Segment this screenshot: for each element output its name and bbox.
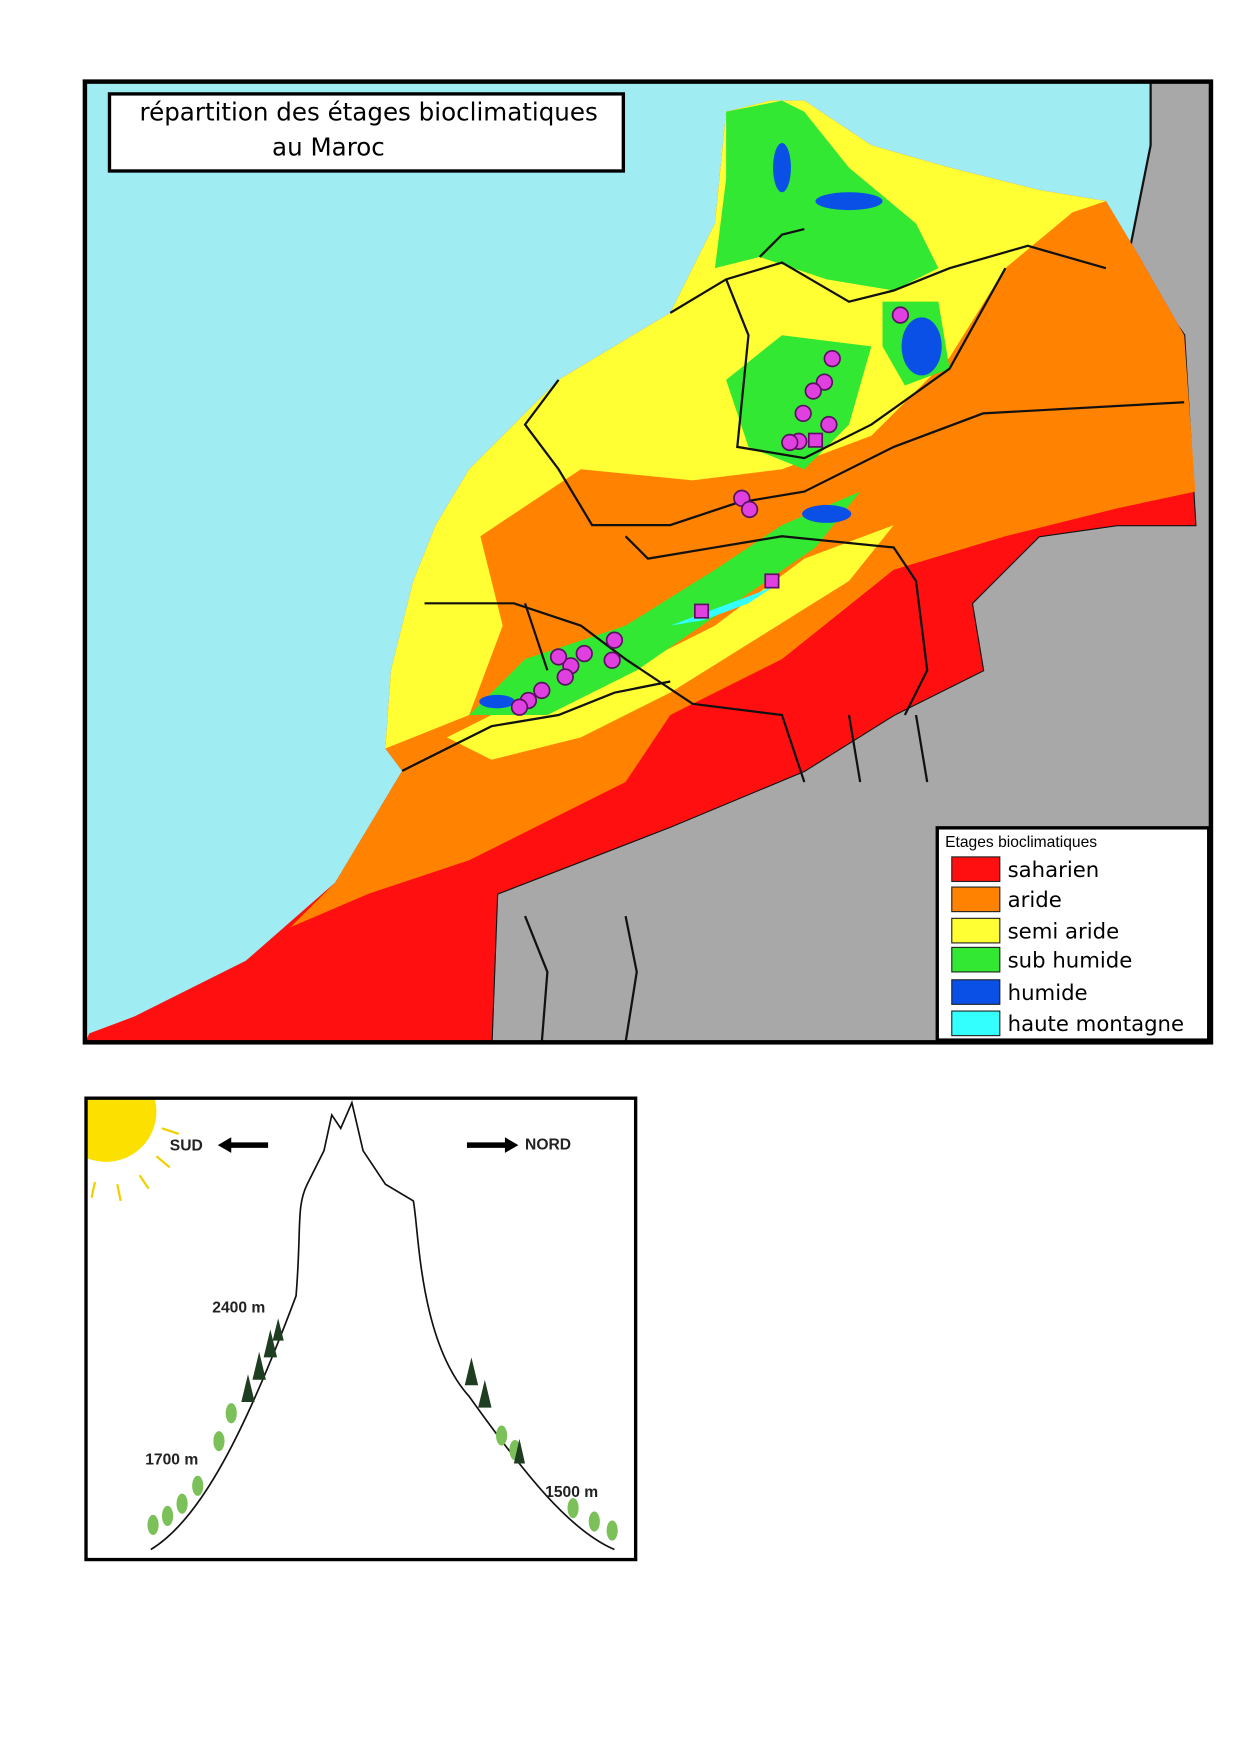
site-marker [794, 404, 812, 423]
site-marker [740, 500, 759, 519]
altitude-label: 2400 m [212, 1300, 265, 1317]
humid-patches [479, 143, 942, 709]
site-marker [510, 698, 529, 716]
site-marker [533, 681, 551, 700]
legend-swatch [951, 1010, 1001, 1037]
zone-humide [815, 192, 883, 211]
legend-swatch [951, 917, 1001, 944]
legend-swatch [951, 946, 1001, 973]
site-marker [549, 648, 568, 666]
trees [147, 1403, 618, 1541]
map-frame [82, 79, 1214, 1045]
legend-swatch [951, 856, 1001, 883]
legend-label: aride [1008, 888, 1062, 913]
map-title: répartition des étages bioclimatiques [140, 98, 598, 127]
map-title: au Maroc [272, 132, 385, 161]
site-marker [807, 432, 824, 448]
site-marker [575, 644, 593, 663]
zone-humide [901, 317, 942, 376]
zone-humide [802, 505, 852, 523]
altitude-label: 1500 m [545, 1484, 598, 1501]
legend-label: haute montagne [1008, 1012, 1184, 1037]
map-figure: répartition des étages bioclimatiques au… [82, 79, 1214, 1045]
site-marker [603, 651, 621, 669]
site-marker [605, 631, 624, 649]
legend-label: saharien [1008, 858, 1100, 883]
zone-sub-humide [726, 301, 950, 470]
site-marker [764, 573, 780, 589]
borders [401, 227, 1185, 1043]
site-markers [510, 306, 910, 716]
site-marker [891, 306, 910, 324]
site-marker [823, 349, 841, 368]
diagram-frame [84, 1096, 638, 1562]
site-marker [556, 668, 574, 686]
zone-humide [479, 694, 515, 709]
legend: saharien aride semi aride sub humide humide h… [951, 856, 1184, 1037]
site-marker [694, 603, 710, 619]
site-marker [815, 373, 834, 391]
title-box [107, 92, 626, 173]
legend-label: humide [1008, 981, 1088, 1006]
altitude-label: 1700 m [145, 1452, 198, 1469]
legend-label: semi aride [1008, 919, 1120, 944]
zone-humide [773, 143, 791, 193]
altitude-diagram: SUD NORD 2400 m 1700 m 1500 m [84, 1096, 638, 1562]
sun [87, 1099, 157, 1162]
mountain [150, 1099, 615, 1551]
legend-label: sub humide [1008, 948, 1133, 973]
conifers [241, 1318, 526, 1464]
legend-swatch [951, 979, 1001, 1005]
site-marker [804, 382, 822, 400]
legend-swatch [951, 886, 1001, 913]
site-marker [781, 433, 799, 452]
legend-title: Etages bioclimatiques [945, 834, 1097, 851]
south-label: SUD [170, 1138, 203, 1155]
sun-rays [90, 1127, 180, 1202]
site-marker [820, 415, 838, 434]
north-label: NORD [525, 1137, 571, 1154]
